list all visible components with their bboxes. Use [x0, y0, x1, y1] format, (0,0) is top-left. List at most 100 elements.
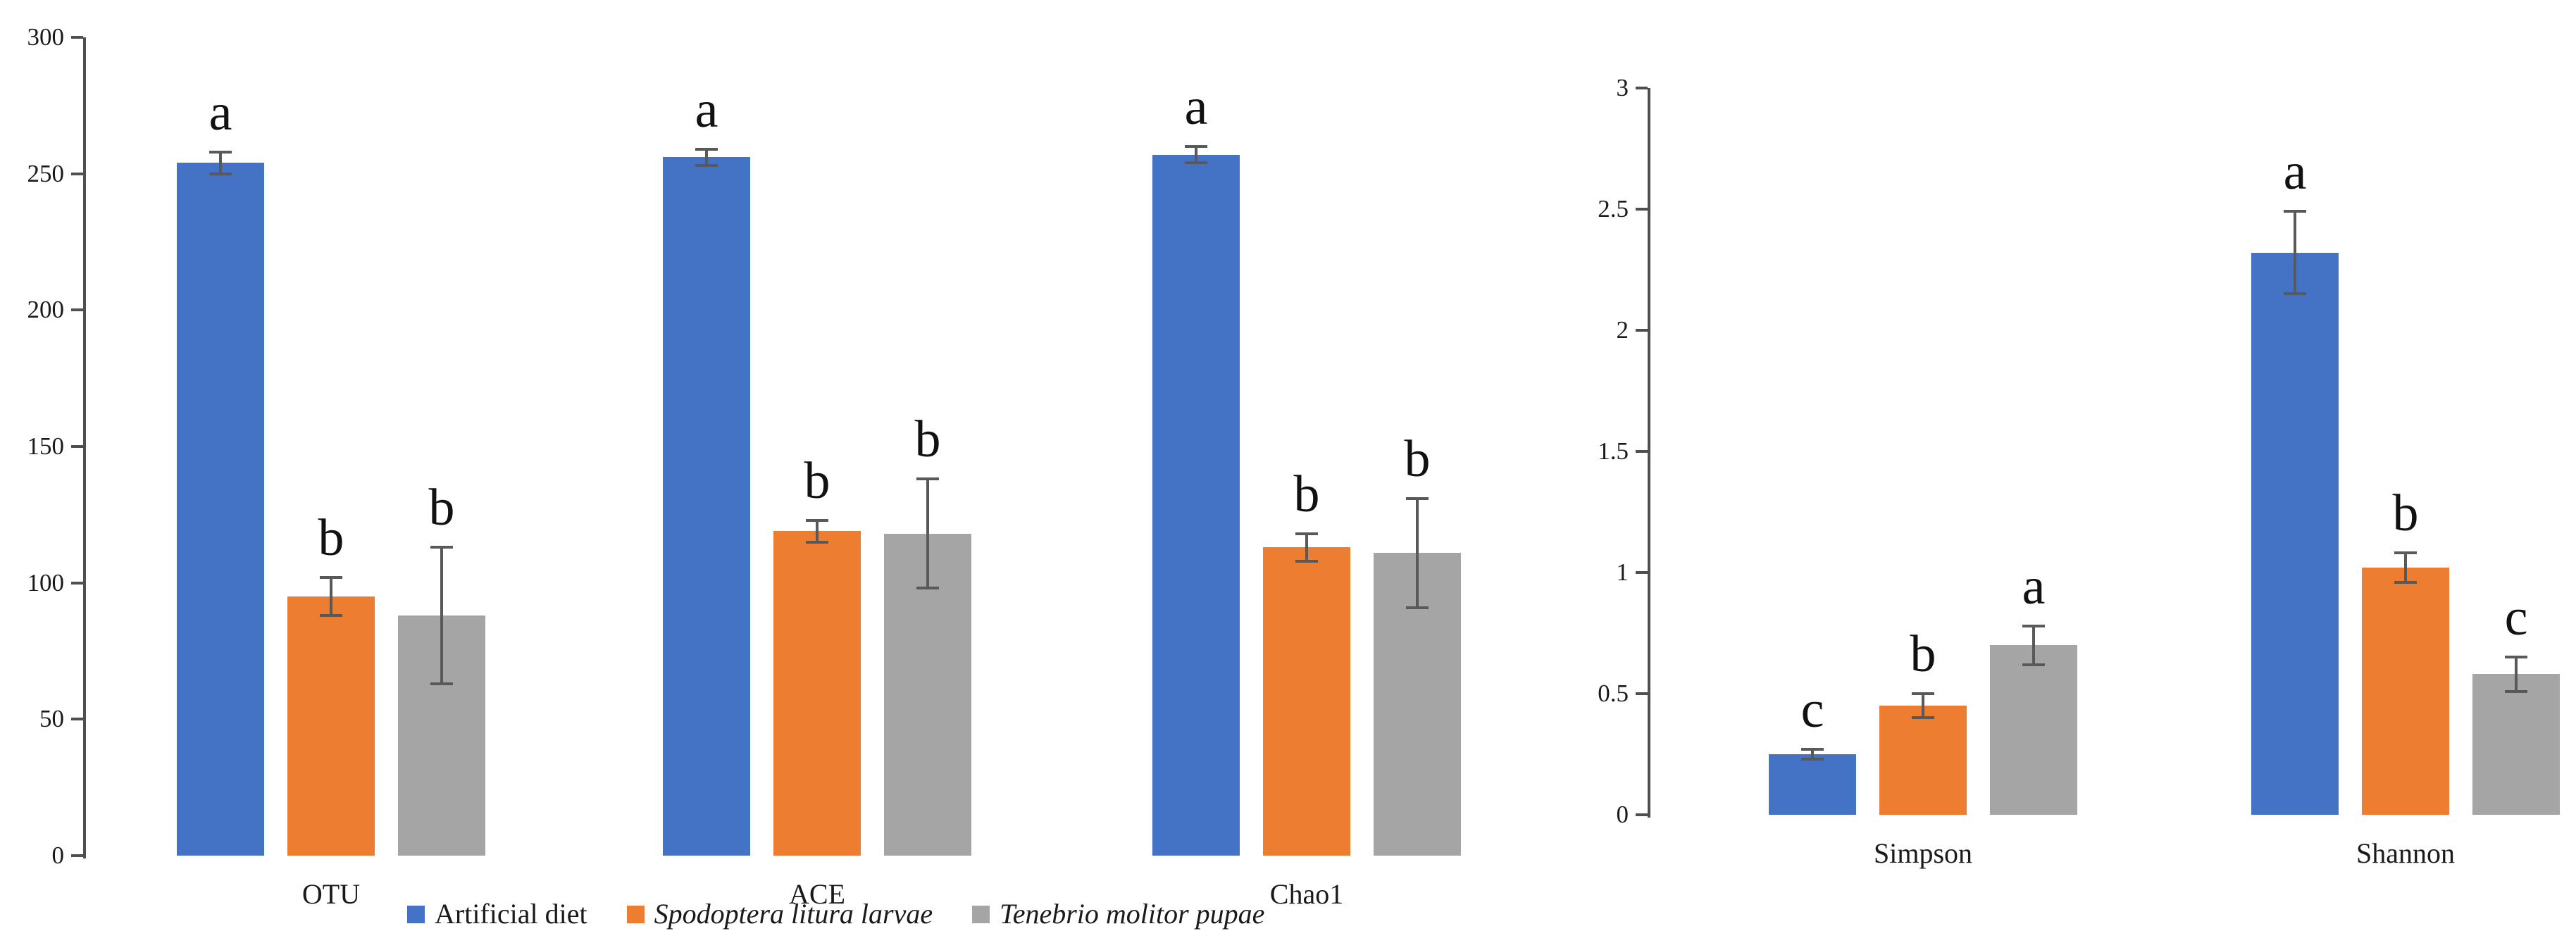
- y-axis-tick-label: 2.5: [1598, 195, 1629, 223]
- error-bar-cap-bottom: [320, 614, 342, 618]
- significance-letter: a: [1184, 77, 1208, 136]
- error-bar-cap-bottom: [1406, 606, 1429, 609]
- error-bar-cap-top: [1801, 748, 1824, 751]
- error-bar-line: [219, 151, 222, 174]
- y-axis-tick: [71, 308, 83, 312]
- significance-letter: b: [318, 508, 344, 567]
- error-bar-line: [1305, 533, 1308, 561]
- error-bar-line: [705, 149, 708, 166]
- y-axis-tick: [1636, 450, 1648, 453]
- y-axis-tick: [71, 718, 83, 721]
- error-bar-cap-bottom: [2394, 580, 2417, 584]
- y-axis-tick-label: 100: [27, 568, 65, 596]
- significance-letter: a: [2022, 557, 2046, 615]
- y-axis-line: [1648, 88, 1650, 818]
- bar-orange-otu: [287, 596, 375, 856]
- error-bar-line: [2294, 211, 2296, 294]
- y-axis-tick: [71, 581, 83, 585]
- y-axis-tick: [71, 172, 83, 175]
- error-bar-cap-bottom: [2505, 689, 2527, 693]
- legend-label: Tenebrio molitor pupae: [1000, 898, 1265, 930]
- bar-blue-simpson: [1769, 754, 1856, 815]
- chart-legend: Artificial diet Spodoptera litura larvae…: [407, 897, 1264, 931]
- error-bar-cap-top: [209, 150, 232, 154]
- bar-orange-chao1: [1263, 547, 1350, 856]
- significance-letter: b: [914, 411, 941, 469]
- y-axis-tick-label: 200: [27, 296, 65, 324]
- legend-item-spodoptera-litura-larvae: Spodoptera litura larvae: [626, 897, 933, 931]
- error-bar-cap-top: [916, 477, 939, 481]
- y-axis-tick: [1636, 208, 1648, 211]
- error-bar-line: [1922, 694, 1924, 718]
- category-label-ace: ACE: [789, 878, 845, 910]
- y-axis-tick-label: 3: [1616, 74, 1629, 101]
- y-axis-tick: [1636, 692, 1648, 695]
- blue-legend-swatch: [407, 905, 425, 923]
- y-axis-tick: [1636, 329, 1648, 332]
- significance-letter: b: [804, 451, 830, 510]
- error-bar-cap-top: [1295, 532, 1318, 535]
- legend-item-artificial-diet: Artificial diet: [407, 897, 587, 931]
- error-bar-cap-bottom: [1295, 559, 1318, 563]
- category-label-chao1: Chao1: [1269, 878, 1344, 910]
- significance-letter: b: [1293, 465, 1320, 523]
- category-label-simpson: Simpson: [1873, 837, 1973, 869]
- error-bar-line: [2032, 625, 2035, 665]
- y-axis-tick-label: 1.5: [1598, 437, 1629, 465]
- error-bar-line: [2515, 657, 2518, 692]
- significance-letter: b: [1910, 625, 1936, 683]
- y-axis-tick: [1636, 813, 1648, 816]
- significance-letter: a: [209, 83, 232, 142]
- y-axis-tick-label: 50: [39, 705, 64, 733]
- significance-letter: c: [1800, 681, 1824, 739]
- y-axis-tick: [71, 854, 83, 857]
- y-axis-tick-label: 1: [1616, 558, 1629, 586]
- y-axis-tick: [71, 36, 83, 39]
- error-bar-line: [440, 547, 443, 684]
- y-axis-tick: [71, 445, 83, 448]
- significance-letter: b: [428, 479, 455, 537]
- error-bar-line: [330, 577, 332, 616]
- bar-orange-simpson: [1879, 706, 1967, 815]
- bar-orange-shannon: [2362, 568, 2449, 815]
- error-bar-cap-bottom: [1801, 757, 1824, 761]
- error-bar-cap-top: [1185, 144, 1207, 148]
- y-axis-tick-label: 0: [51, 842, 65, 869]
- error-bar-cap-bottom: [209, 172, 232, 175]
- error-bar-cap-top: [2284, 210, 2306, 213]
- y-axis-tick-label: 0.5: [1598, 680, 1629, 707]
- legend-label: Artificial diet: [435, 898, 587, 930]
- error-bar-cap-bottom: [430, 682, 453, 685]
- orange-legend-swatch: [626, 905, 645, 923]
- error-bar-cap-bottom: [916, 587, 939, 590]
- category-label-shannon: Shannon: [2356, 837, 2455, 869]
- error-bar-cap-top: [2394, 551, 2417, 555]
- error-bar-cap-bottom: [1912, 716, 1934, 720]
- error-bar-cap-top: [2022, 624, 2045, 627]
- error-bar-cap-top: [320, 575, 342, 579]
- error-bar-cap-top: [430, 546, 453, 549]
- error-bar-cap-top: [1912, 692, 1934, 695]
- bar-gray-simpson: [1990, 645, 2077, 815]
- error-bar-line: [816, 520, 819, 542]
- y-axis-tick-label: 0: [1616, 801, 1629, 828]
- error-bar-cap-top: [1406, 496, 1429, 500]
- significance-letter: b: [2392, 485, 2419, 543]
- y-axis-tick-label: 150: [27, 432, 65, 460]
- significance-letter: a: [2283, 143, 2307, 201]
- error-bar-cap-top: [695, 147, 718, 151]
- y-axis-line: [83, 37, 86, 858]
- error-bar-line: [926, 479, 929, 589]
- legend-label: Spodoptera litura larvae: [654, 898, 933, 930]
- y-axis-tick: [1636, 571, 1648, 574]
- error-bar-line: [2404, 553, 2407, 582]
- bar-blue-otu: [177, 163, 264, 856]
- error-bar-line: [1195, 146, 1197, 163]
- error-bar-cap-bottom: [2022, 663, 2045, 666]
- significance-letter: b: [1404, 430, 1431, 488]
- error-bar-cap-top: [806, 518, 828, 522]
- bar-blue-chao1: [1152, 154, 1240, 856]
- significance-letter: a: [695, 80, 718, 139]
- error-bar-cap-bottom: [2284, 292, 2306, 296]
